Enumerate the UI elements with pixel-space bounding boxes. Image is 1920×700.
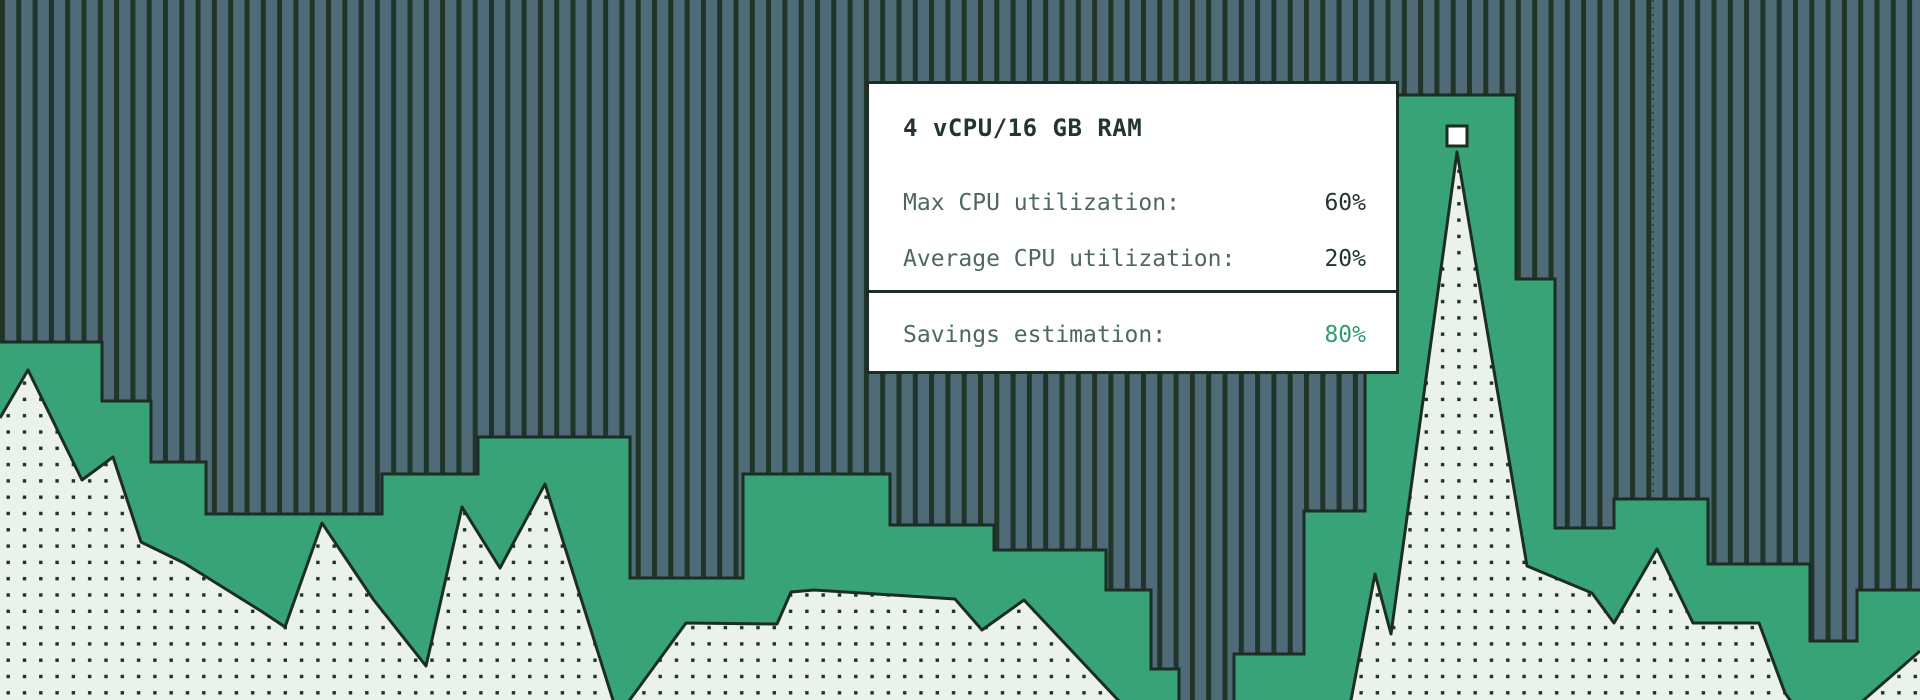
utilization-area xyxy=(0,152,1920,700)
instance-tooltip: 4 vCPU/16 GB RAM Max CPU utilization: 60… xyxy=(866,81,1399,374)
tooltip-separator xyxy=(866,290,1399,293)
tooltip-label-savings: Savings estimation: xyxy=(903,322,1167,348)
tooltip-label-max-cpu: Max CPU utilization: xyxy=(903,190,1180,216)
tooltip-value-savings: 80% xyxy=(1324,322,1366,348)
tooltip-title: 4 vCPU/16 GB RAM xyxy=(903,114,1143,142)
tooltip-value-max-cpu: 60% xyxy=(1324,190,1366,216)
tooltip-value-avg-cpu: 20% xyxy=(1324,246,1366,272)
capacity-step-outline xyxy=(0,93,1920,700)
tooltip-row-avg-cpu: Average CPU utilization: 20% xyxy=(903,244,1366,274)
data-point-marker[interactable] xyxy=(1445,124,1469,148)
tooltip-label-avg-cpu: Average CPU utilization: xyxy=(903,246,1236,272)
utilization-outline xyxy=(0,150,1920,700)
tooltip-row-max-cpu: Max CPU utilization: 60% xyxy=(903,188,1366,218)
tooltip-row-savings: Savings estimation: 80% xyxy=(903,320,1366,350)
